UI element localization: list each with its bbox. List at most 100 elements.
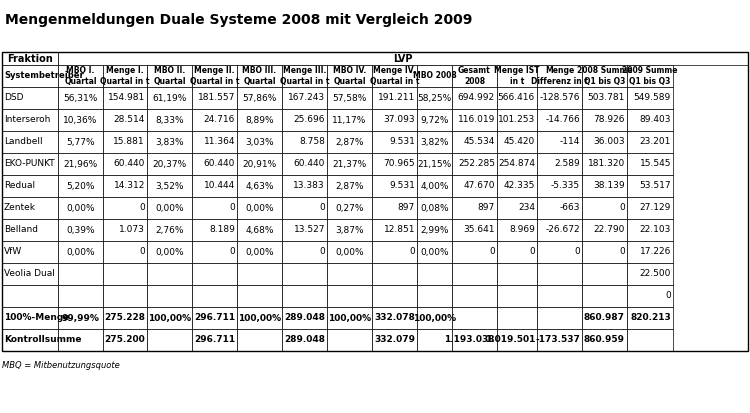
Text: 0: 0 (665, 292, 671, 301)
Text: 275.200: 275.200 (104, 335, 145, 344)
Bar (2, 219, 58, 241)
Bar (103, 109, 147, 131)
Bar (327, 197, 372, 219)
Text: 0: 0 (620, 204, 625, 213)
Text: 332.078: 332.078 (374, 313, 415, 323)
Bar (417, 87, 452, 109)
Text: 22.103: 22.103 (640, 225, 671, 235)
Bar (327, 307, 372, 329)
Bar (103, 175, 147, 197)
Bar (2, 87, 58, 109)
Bar (582, 175, 627, 197)
Bar (282, 197, 327, 219)
Text: 0: 0 (530, 247, 535, 256)
Bar (372, 285, 417, 307)
Bar (627, 131, 673, 153)
Text: 35.641: 35.641 (464, 225, 495, 235)
Text: 252.285: 252.285 (458, 159, 495, 169)
Bar (147, 219, 192, 241)
Text: 167.243: 167.243 (288, 93, 325, 102)
Bar (147, 285, 192, 307)
Bar (58, 65, 103, 87)
Bar (327, 131, 372, 153)
Text: 99,99%: 99,99% (62, 313, 100, 323)
Bar (452, 307, 497, 329)
Bar (627, 109, 673, 131)
Bar (372, 153, 417, 175)
Text: 2,87%: 2,87% (335, 181, 364, 190)
Bar (2, 65, 58, 87)
Text: 154.981: 154.981 (108, 93, 145, 102)
Text: 116.019: 116.019 (458, 116, 495, 124)
Bar (147, 109, 192, 131)
Bar (2, 52, 748, 351)
Text: -14.766: -14.766 (545, 116, 580, 124)
Bar (372, 131, 417, 153)
Bar (58, 329, 103, 351)
Text: 10,36%: 10,36% (63, 116, 98, 124)
Text: Interseroh: Interseroh (4, 116, 50, 124)
Bar (103, 87, 147, 109)
Bar (537, 109, 582, 131)
Bar (497, 131, 537, 153)
Bar (497, 219, 537, 241)
Bar (237, 263, 282, 285)
Bar (417, 175, 452, 197)
Bar (58, 285, 103, 307)
Bar (372, 109, 417, 131)
Text: 61,19%: 61,19% (152, 93, 187, 102)
Text: 820.213: 820.213 (630, 313, 671, 323)
Bar (372, 263, 417, 285)
Text: 3,52%: 3,52% (155, 181, 184, 190)
Bar (537, 241, 582, 263)
Bar (192, 153, 237, 175)
Bar (147, 153, 192, 175)
Bar (627, 153, 673, 175)
Text: Veolia Dual: Veolia Dual (4, 270, 55, 278)
Bar (452, 197, 497, 219)
Bar (147, 175, 192, 197)
Text: 181.557: 181.557 (198, 93, 235, 102)
Bar (417, 307, 452, 329)
Text: 4,00%: 4,00% (420, 181, 448, 190)
Text: 10.444: 10.444 (204, 181, 235, 190)
Text: 12.851: 12.851 (383, 225, 415, 235)
Text: Mengenmeldungen Duale Systeme 2008 mit Vergleich 2009: Mengenmeldungen Duale Systeme 2008 mit V… (5, 13, 472, 27)
Text: 694.992: 694.992 (458, 93, 495, 102)
Bar (372, 197, 417, 219)
Bar (282, 153, 327, 175)
Bar (327, 241, 372, 263)
Text: 275.228: 275.228 (104, 313, 145, 323)
Bar (627, 285, 673, 307)
Bar (582, 65, 627, 87)
Text: 11.364: 11.364 (203, 138, 235, 147)
Bar (192, 131, 237, 153)
Text: Fraktion: Fraktion (8, 54, 52, 64)
Text: 20,37%: 20,37% (152, 159, 187, 169)
Bar (103, 219, 147, 241)
Text: 15.881: 15.881 (113, 138, 145, 147)
Bar (237, 307, 282, 329)
Bar (58, 197, 103, 219)
Bar (627, 263, 673, 285)
Text: 0,00%: 0,00% (155, 204, 184, 213)
Text: Menge II.
Quartal in t: Menge II. Quartal in t (190, 66, 239, 86)
Bar (147, 197, 192, 219)
Text: 181.320: 181.320 (588, 159, 625, 169)
Bar (627, 329, 673, 351)
Text: 0: 0 (230, 247, 235, 256)
Text: MBO II.
Quartal: MBO II. Quartal (153, 66, 186, 86)
Text: 8,33%: 8,33% (155, 116, 184, 124)
Bar (537, 329, 582, 351)
Bar (452, 153, 497, 175)
Bar (582, 307, 627, 329)
Bar (537, 153, 582, 175)
Bar (327, 263, 372, 285)
Bar (537, 219, 582, 241)
Text: 289.048: 289.048 (284, 313, 325, 323)
Bar (497, 87, 537, 109)
Text: 2009 Summe
Q1 bis Q3: 2009 Summe Q1 bis Q3 (622, 66, 678, 86)
Bar (627, 219, 673, 241)
Text: 0: 0 (620, 247, 625, 256)
Text: 0: 0 (140, 247, 145, 256)
